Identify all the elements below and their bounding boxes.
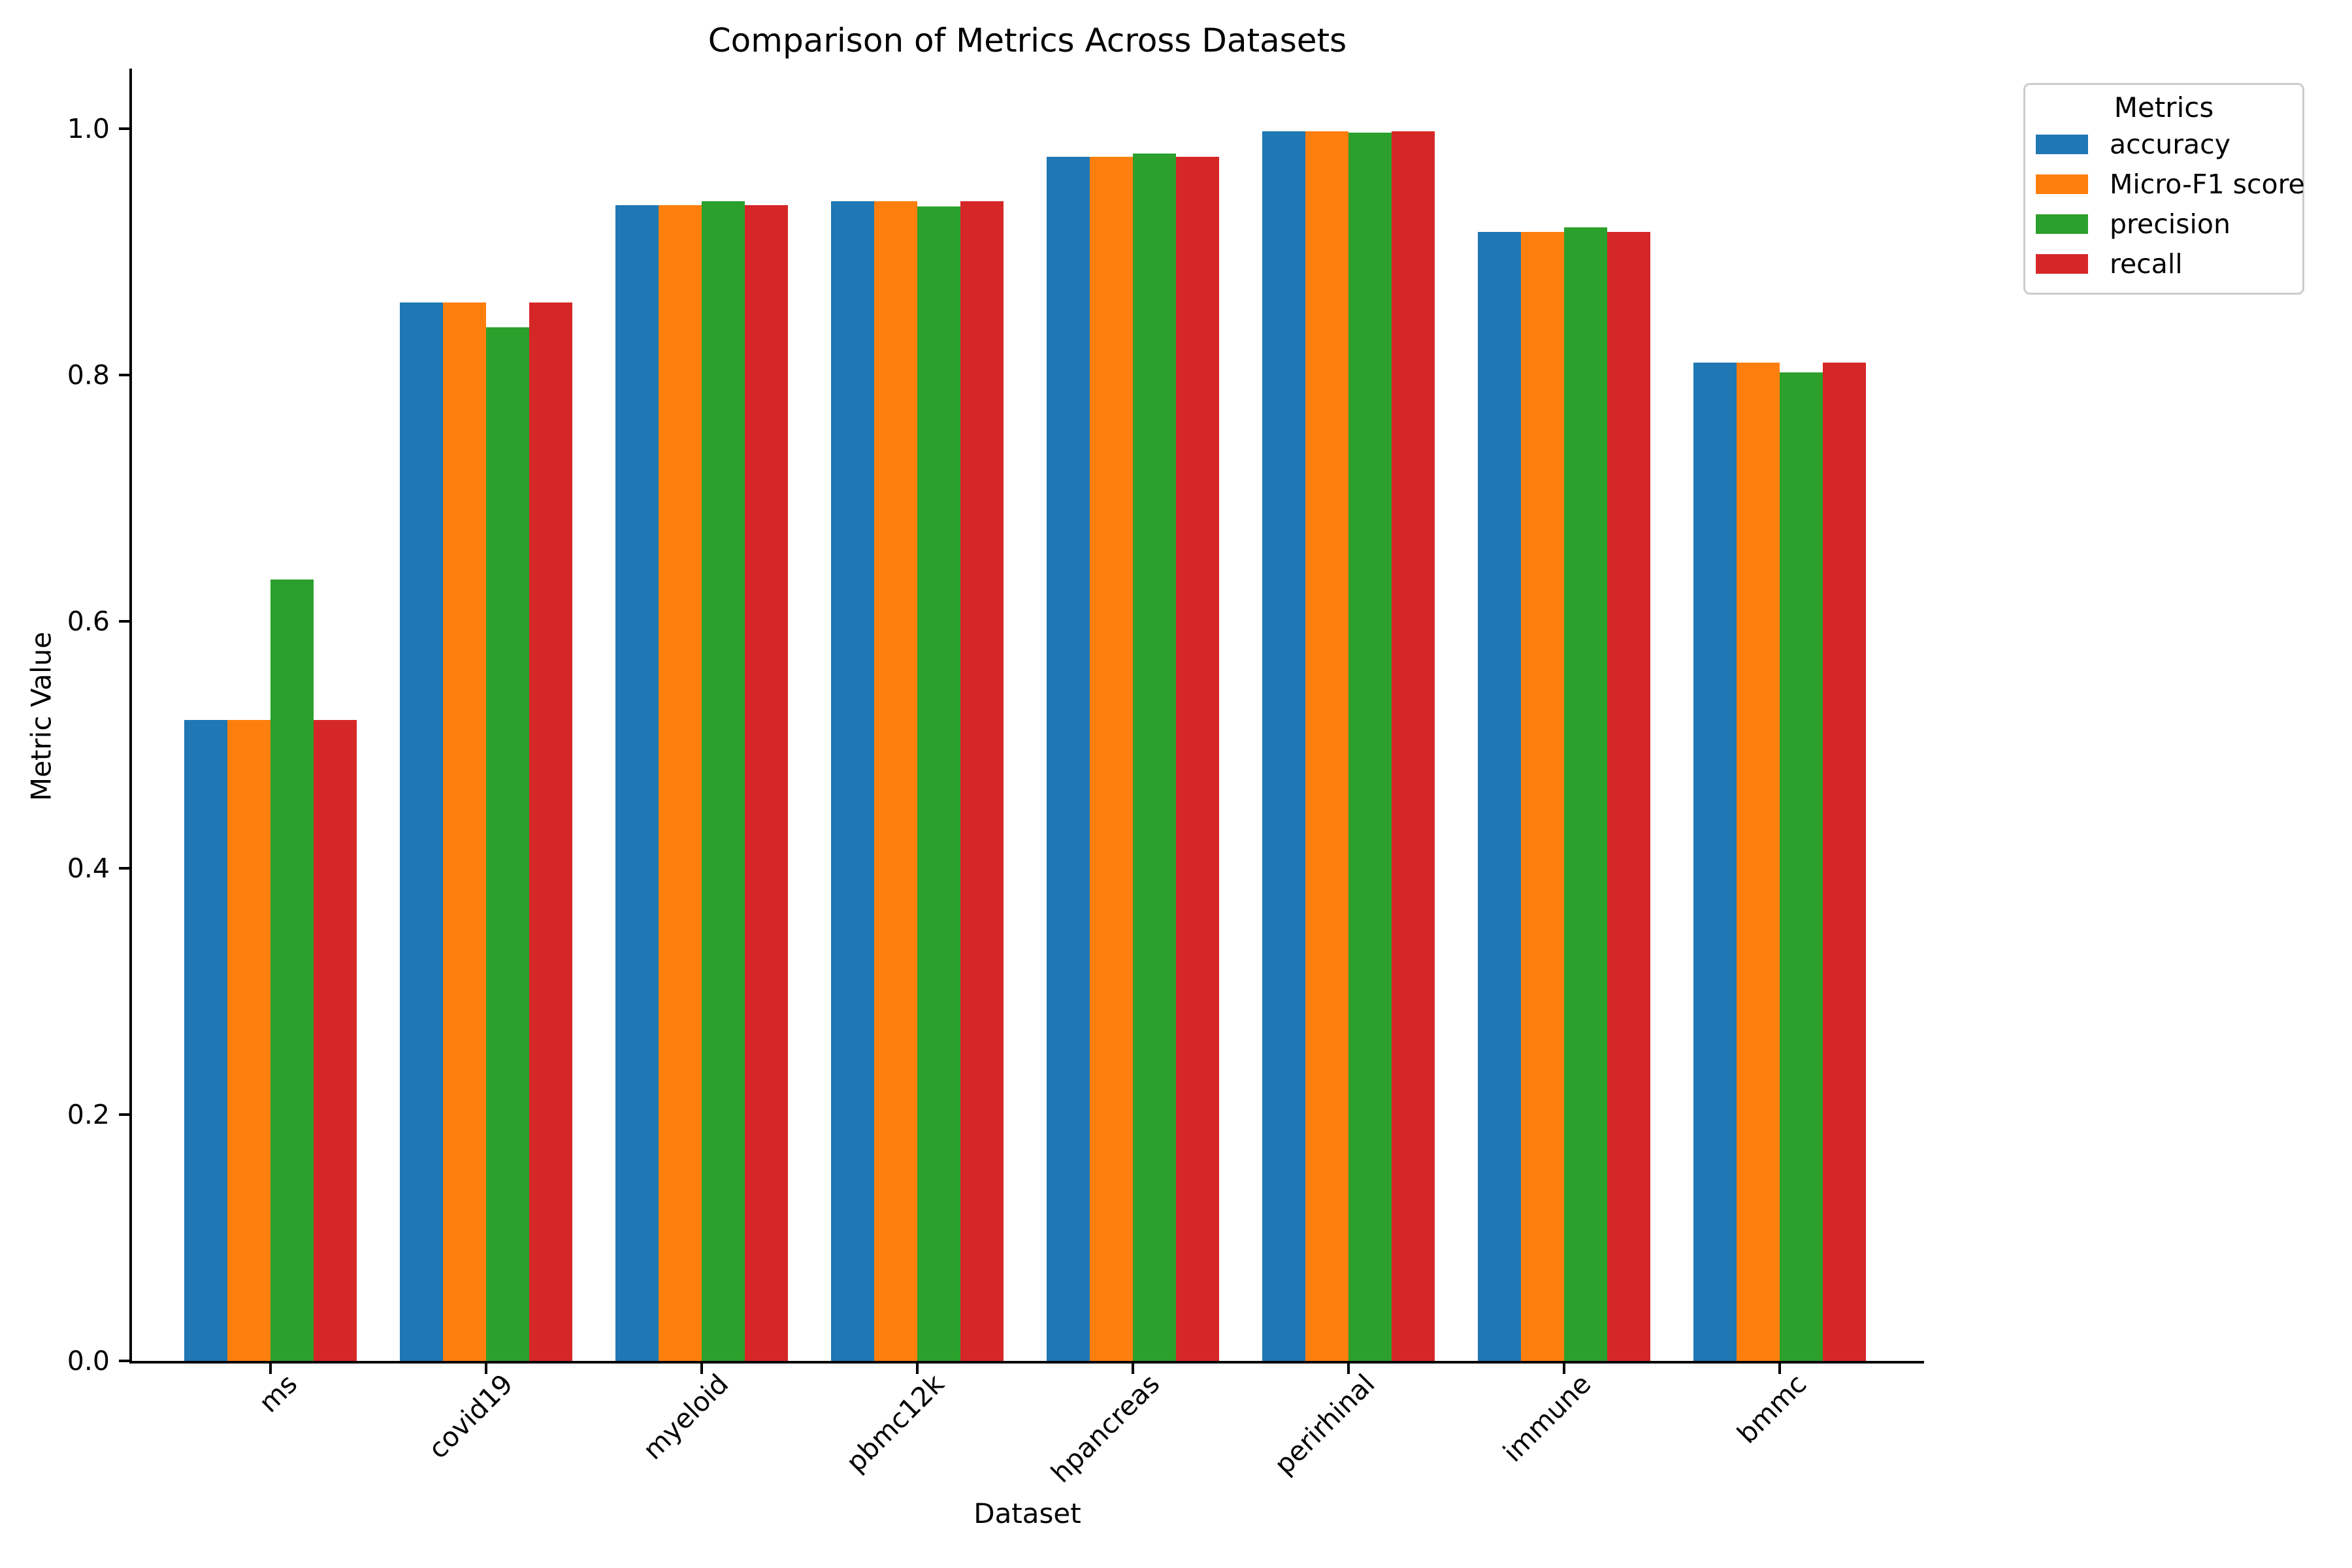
bar-myeloid-Micro-F1 score [659,205,702,1361]
y-tick-label: 0.6 [67,606,110,638]
bar-pbmc12k-Micro-F1 score [874,201,917,1361]
bar-perirhinal-Micro-F1 score [1305,131,1348,1361]
bar-perirhinal-accuracy [1262,131,1305,1361]
y-tick-label: 1.0 [67,113,110,144]
y-tick-mark [119,620,129,623]
bar-pbmc12k-recall [960,201,1004,1361]
bar-bmmc-Micro-F1 score [1737,363,1780,1361]
bar-bmmc-precision [1780,372,1823,1361]
bar-immune-Micro-F1 score [1521,232,1564,1361]
x-tick-label: perirhinal [1268,1368,1381,1481]
x-tick-mark [1778,1364,1781,1374]
bar-myeloid-precision [702,201,745,1361]
bar-perirhinal-precision [1348,133,1392,1361]
x-tick-mark [1347,1364,1350,1374]
x-tick-mark [700,1364,703,1374]
bar-hpancreas-recall [1176,157,1219,1361]
bar-covid19-precision [486,327,529,1361]
bar-immune-recall [1607,232,1650,1361]
bar-pbmc12k-accuracy [831,201,874,1361]
x-tick-label: covid19 [421,1368,519,1465]
y-tick-label: 0.8 [67,359,110,391]
legend-swatch [2036,134,2088,154]
bar-hpancreas-precision [1133,154,1176,1361]
legend-item: Micro-F1 score [2025,164,2305,204]
x-tick-mark [1563,1364,1565,1374]
y-axis-spine [129,69,132,1364]
bar-covid19-Micro-F1 score [443,302,486,1361]
x-tick-label: hpancreas [1045,1368,1166,1489]
x-tick-label: immune [1496,1368,1597,1469]
x-axis-spine [129,1361,1924,1364]
legend-item: precision [2025,204,2302,244]
y-tick-label: 0.0 [67,1345,110,1377]
bar-ms-precision [270,580,314,1361]
bar-covid19-accuracy [400,302,443,1361]
x-tick-mark [916,1364,919,1374]
y-tick-mark [119,1113,129,1116]
bar-immune-accuracy [1478,232,1521,1361]
bar-hpancreas-Micro-F1 score [1090,157,1133,1361]
bar-myeloid-recall [745,205,788,1361]
y-tick-mark [119,866,129,870]
y-tick-mark [119,1360,129,1362]
legend-label: recall [2110,248,2183,280]
x-tick-mark [1132,1364,1134,1374]
bar-ms-Micro-F1 score [227,720,270,1361]
bar-perirhinal-recall [1392,131,1435,1361]
chart-title: Comparison of Metrics Across Datasets [708,22,1347,59]
bar-immune-precision [1564,227,1607,1361]
y-tick-label: 0.4 [67,852,110,884]
y-tick-mark [119,374,129,377]
x-tick-label: bmmc [1731,1368,1812,1450]
bar-myeloid-accuracy [615,205,659,1361]
bar-hpancreas-accuracy [1047,157,1090,1361]
x-tick-label: pbmc12k [840,1368,950,1478]
legend-item: recall [2025,244,2302,284]
y-tick-label: 0.2 [67,1098,110,1130]
x-tick-label: ms [252,1368,303,1419]
legend-swatch [2036,174,2088,194]
bar-pbmc12k-precision [917,206,960,1361]
x-tick-mark [269,1364,272,1374]
bar-covid19-recall [529,302,572,1361]
legend-items: accuracy Micro-F1 score precision recall [2025,124,2305,284]
legend-item: accuracy [2025,124,2302,164]
y-tick-mark [119,127,129,130]
bar-ms-recall [314,720,357,1361]
legend-title: Metrics [2114,91,2214,123]
x-tick-label: myeloid [636,1368,734,1466]
legend-swatch [2036,253,2088,274]
legend-label: precision [2110,208,2230,240]
legend: Metrics accuracy Micro-F1 score precision r… [2023,83,2305,295]
x-axis-label: Dataset [973,1497,1081,1529]
legend-label: accuracy [2110,128,2230,160]
bar-ms-accuracy [184,720,227,1361]
legend-swatch [2036,214,2088,234]
x-tick-mark [485,1364,487,1374]
bar-bmmc-accuracy [1693,363,1737,1361]
legend-label: Micro-F1 score [2110,168,2305,200]
bar-bmmc-recall [1823,363,1866,1361]
